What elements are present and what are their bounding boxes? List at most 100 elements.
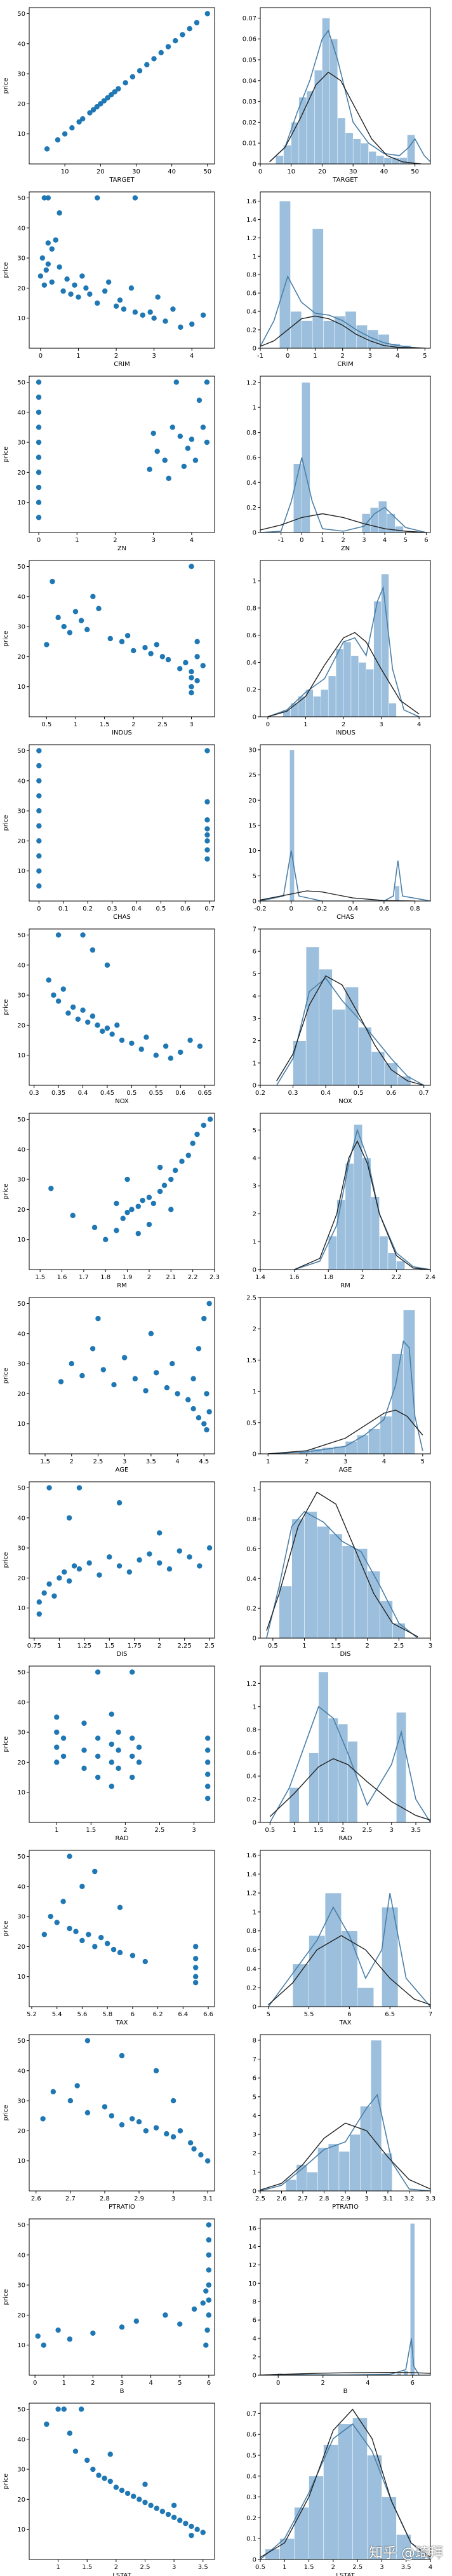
kde-curve <box>266 1510 418 1638</box>
scatter-point <box>204 838 210 844</box>
hist-bar <box>410 2223 415 2375</box>
hist-bar <box>381 2153 392 2191</box>
scatter-point <box>170 1360 175 1367</box>
x-tick-label: 5 <box>178 2380 182 2387</box>
rm-hist-panel: 1.4 1.6 1.8 2 2.2 2.4 0 1 2 3 4 5 RM <box>253 1113 435 1289</box>
scatter-point <box>36 853 42 859</box>
y-tick-label: 30 <box>17 2282 25 2289</box>
x-tick-label: 5.2 <box>27 2011 37 2018</box>
x-tick-label: 0.6 <box>180 905 190 912</box>
scatter-point <box>123 80 128 86</box>
normal-fit-curve <box>260 2408 430 2558</box>
x-tick-label: 1.5 <box>331 1643 341 1650</box>
x-tick-label: 1.75 <box>128 1643 142 1650</box>
scatter-point <box>113 303 119 309</box>
chas-scatter-plot-area <box>36 748 210 889</box>
x-tick-label: 6 <box>207 2380 211 2387</box>
x-tick-label: 0 <box>258 168 262 175</box>
scatter-point <box>132 1376 138 1381</box>
plot-frame <box>29 2403 215 2560</box>
hist-bar <box>305 946 320 1085</box>
scatter-point <box>36 470 42 475</box>
scatter-point <box>68 291 74 297</box>
scatter-point <box>142 644 148 651</box>
scatter-point <box>61 623 67 630</box>
x-tick-label: 5 <box>421 1458 425 1465</box>
scatter-point <box>196 1415 202 1421</box>
y-tick-label: 50 <box>17 2038 25 2045</box>
hist-bar <box>384 1062 398 1085</box>
scatter-point <box>165 44 171 50</box>
x-axis-label: B <box>343 2388 348 2395</box>
scatter-point <box>56 210 62 216</box>
scatter-point <box>153 2068 159 2073</box>
scatter-point <box>100 1028 105 1034</box>
x-tick-label: 4 <box>190 353 194 360</box>
y-tick-label: 50 <box>17 1485 25 1492</box>
scatter-point <box>94 104 100 110</box>
y-axis-label: price <box>3 815 10 831</box>
x-tick-label: 6.4 <box>178 2011 188 2018</box>
y-tick-label: 50 <box>17 1669 25 1676</box>
x-tick-label: 1.5 <box>40 1458 50 1465</box>
plot-frame <box>260 1113 431 1270</box>
target-hist-plot-area <box>269 18 430 164</box>
scatter-point <box>136 1557 142 1563</box>
hist-bar <box>358 662 367 717</box>
y-tick-label: 30 <box>17 1730 25 1737</box>
y-tick-label: 20 <box>17 470 25 477</box>
x-axis-label: AGE <box>339 1467 352 1474</box>
scatter-point <box>119 2324 125 2330</box>
x-tick-label: 0.6 <box>379 905 389 912</box>
x-tick-label: 3 <box>390 1827 394 1834</box>
scatter-point <box>196 1346 202 1352</box>
scatter-point <box>36 1611 42 1617</box>
x-tick-label: 4 <box>383 537 387 544</box>
x-tick-label: 3 <box>171 2195 175 2202</box>
x-tick-label: 3.1 <box>383 2195 393 2202</box>
crim-scatter-panel: 0 1 2 3 4 10 20 30 40 50 CRIM price <box>3 191 215 368</box>
plot-frame <box>29 7 215 165</box>
scatter-point <box>170 2134 176 2140</box>
scatter-point <box>133 2318 140 2324</box>
indus-hist-plot-area <box>267 574 420 717</box>
x-tick-label: 1.9 <box>123 1274 133 1281</box>
y-tick-label: 2 <box>253 1326 256 1333</box>
hist-bar <box>345 1163 354 1270</box>
x-tick-label: 2 <box>366 1643 369 1650</box>
scatter-point <box>72 282 77 288</box>
scatter-point <box>109 1711 114 1717</box>
x-tick-label: 30 <box>132 168 140 175</box>
x-axis-label: RM <box>117 1282 127 1289</box>
scatter-point <box>194 639 200 644</box>
x-tick-label: 1.6 <box>289 1274 300 1281</box>
y-tick-label: 1 <box>253 254 256 261</box>
scatter-point <box>49 279 55 285</box>
x-tick-label: 1 <box>282 2564 286 2571</box>
x-tick-label: 3 <box>123 1458 126 1465</box>
y-tick-label: 0.04 <box>243 78 256 85</box>
scatter-point <box>148 651 154 656</box>
x-tick-label: 2 <box>70 1458 74 1465</box>
scatter-point <box>116 1765 121 1772</box>
hist-bar <box>328 1718 338 1822</box>
y-tick-label: 0 <box>253 2373 256 2380</box>
y-tick-label: 40 <box>17 778 25 785</box>
x-tick-label: 1.6 <box>57 1274 67 1281</box>
x-tick-label: 3 <box>343 1458 347 1465</box>
hist-bar <box>321 689 329 717</box>
hist-bar <box>383 157 392 164</box>
scatter-point <box>66 1578 72 1584</box>
scatter-point <box>109 1031 115 1037</box>
watermark-text: 知乎 @琦拜 <box>369 2545 443 2561</box>
x-tick-label: 2 <box>342 537 345 544</box>
plot-frame <box>260 376 431 533</box>
x-tick-label: 0.2 <box>317 905 328 912</box>
y-tick-label: 1.2 <box>246 1681 256 1688</box>
hist-bar <box>289 749 295 901</box>
x-tick-label: 2 <box>131 721 135 728</box>
y-tick-label: 40 <box>17 1515 25 1522</box>
scatter-point <box>194 20 200 25</box>
scatter-point <box>171 2502 177 2509</box>
dis-hist-plot-area <box>266 1491 418 1638</box>
